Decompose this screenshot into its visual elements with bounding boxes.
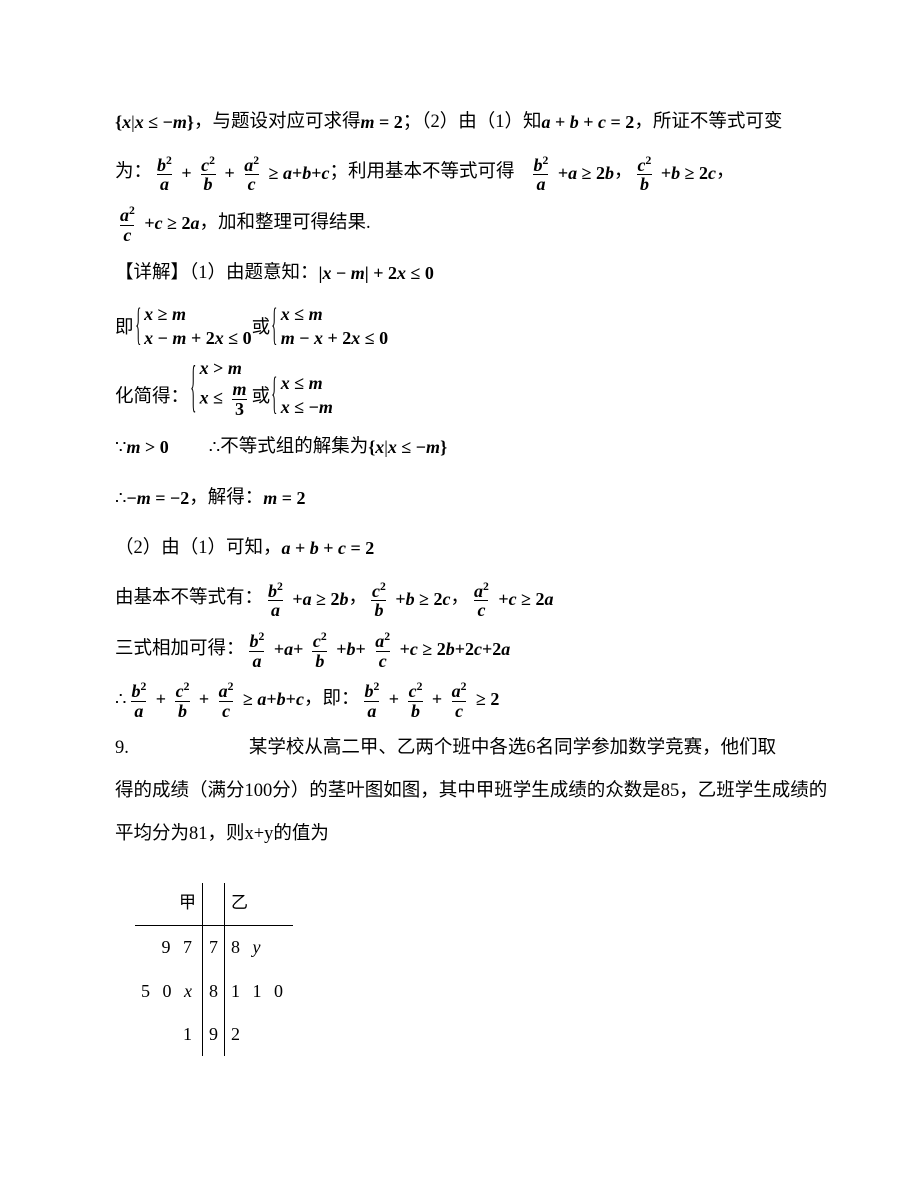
or: 或 (252, 375, 271, 419)
sep: ， (716, 150, 735, 194)
line-4: 【详解】（1）由题意知： |x − m| + 2x ≤ 0 (115, 251, 860, 295)
sl-stem: 9 (203, 1013, 225, 1056)
therefore-icon: ∴ (209, 426, 220, 469)
line-11: 三式相加可得： b2a +a+ c2b +b+ a2c +c ≥ 2b+2c+2… (115, 627, 860, 671)
set-expr: {x|x ≤ −m} (115, 101, 194, 144)
question-9-line3: 平均分为81，则x+y的值为 (115, 816, 860, 853)
line-6: 化简得： { x > m x ≤ m3 或 { x ≤ m x ≤ −m (115, 356, 860, 419)
line-5: 即 { x ≥ m x − m + 2x ≤ 0 或 { x ≤ m m − x… (115, 302, 860, 351)
line-12: ∴ b2a + c2b + a2c ≥ a+b+c ，即： b2a + c2b … (115, 677, 860, 721)
sl-left: 9 7 (135, 926, 203, 970)
text: 化简得： (115, 375, 189, 419)
text: ，与题设对应可求得 (194, 100, 361, 144)
cond: m > 0 (126, 426, 168, 469)
ineq-2: c2b +b ≥ 2c (633, 152, 717, 195)
eq: a + b + c = 2 (282, 527, 375, 570)
question-9-line2: 得的成绩（满分100分）的茎叶图如图，其中甲班学生成绩的众数是85，乙班学生成绩… (115, 773, 860, 810)
ineq-1: b2a +a ≥ 2b (529, 152, 615, 195)
text: （2）由（1）可知， (115, 526, 282, 570)
line-1: {x|x ≤ −m} ，与题设对应可求得 m = 2 ；（2）由（1）知 a +… (115, 100, 860, 144)
sl-right: 2 (225, 1013, 294, 1056)
sl-right: 1 1 0 (225, 970, 294, 1013)
ineq-3: a2c +c ≥ 2a (469, 578, 554, 621)
sl-left: 1 (135, 1013, 203, 1056)
set-expr: {x|x ≤ −m} (368, 426, 447, 469)
text: 【详解】（1）由题意知： (115, 251, 319, 295)
sum-ineq: b2a +a+ c2b +b+ a2c +c ≥ 2b+2c+2a (245, 628, 511, 671)
text: ；（2）由（1）知 (403, 100, 542, 144)
sl-header-left: 甲 (135, 883, 203, 926)
stem-leaf-plot: 甲 乙 9 7 7 8 y 5 0 x 8 1 1 0 1 9 2 (135, 883, 860, 1056)
q-body2: 得的成绩（满分100分）的茎叶图如图，其中甲班学生成绩的众数是85，乙班学生成绩… (115, 773, 827, 810)
eq: m = 2 (360, 101, 402, 144)
document-page: {x|x ≤ −m} ，与题设对应可求得 m = 2 ；（2）由（1）知 a +… (0, 0, 920, 1191)
text: ，所证不等式可变 (634, 100, 782, 144)
line-3: a2c +c ≥ 2a ，加和整理可得结果. (115, 201, 860, 245)
sl-header-right: 乙 (225, 883, 294, 926)
line-10: 由基本不等式有： b2a +a ≥ 2b ， c2b +b ≥ 2c ， a2c… (115, 576, 860, 620)
final-2: b2a + c2b + a2c ≥ 2 (359, 678, 499, 721)
therefore-icon: ∴ (115, 678, 126, 721)
sl-right: 8 y (231, 937, 265, 957)
line-2: 为： b2a + c2b + a2c ≥ a+b+c ；利用基本不等式可得 b2… (115, 150, 860, 194)
text: 即 (115, 306, 134, 350)
sep: ， (349, 576, 368, 620)
sl-stem: 8 (203, 970, 225, 1013)
ineq-1: b2a +a ≥ 2b (263, 578, 349, 621)
sl-stem: 7 (203, 926, 225, 970)
q-body3: 平均分为81，则x+y的值为 (115, 816, 329, 853)
sep: ， (614, 150, 633, 194)
eq: m = 2 (263, 477, 305, 520)
ineq-3: a2c +c ≥ 2a (115, 202, 200, 245)
cases-2: { x ≤ m m − x + 2x ≤ 0 (270, 302, 388, 351)
text: 三式相加可得： (115, 627, 245, 671)
text: 为： (115, 150, 152, 194)
q-num: 9. (115, 730, 129, 767)
eq: −m = −2 (126, 477, 189, 520)
text: ，即： (304, 677, 360, 721)
abs-expr: |x − m| + 2x ≤ 0 (319, 252, 434, 295)
cases-4: { x ≤ m x ≤ −m (270, 371, 333, 420)
or: 或 (252, 306, 271, 350)
ineq-2: c2b +b ≥ 2c (367, 578, 451, 621)
text: 由基本不等式有： (115, 576, 263, 620)
line-8: ∴ −m = −2 ，解得： m = 2 (115, 476, 860, 520)
sep: ， (451, 576, 470, 620)
frac-sum: b2a + c2b + a2c ≥ a+b+c (152, 152, 329, 195)
because-icon: ∵ (115, 426, 126, 469)
text: 不等式组的解集为 (220, 425, 368, 469)
line-9: （2）由（1）可知， a + b + c = 2 (115, 526, 860, 570)
q-body1: 某学校从高二甲、乙两个班中各选6名同学参加数学竞赛，他们取 (249, 730, 776, 767)
therefore-icon: ∴ (115, 477, 126, 520)
text: ；利用基本不等式可得 (330, 150, 515, 194)
text: ，解得： (189, 476, 263, 520)
text: ，加和整理可得结果. (200, 201, 371, 245)
cases-3: { x > m x ≤ m3 (189, 356, 252, 419)
final-1: b2a + c2b + a2c ≥ a+b+c (126, 678, 303, 721)
sl-left: 5 0 x (141, 981, 196, 1001)
eq: a + b + c = 2 (542, 101, 635, 144)
line-7: ∵ m > 0 ∴ 不等式组的解集为 {x|x ≤ −m} (115, 425, 860, 469)
question-9-line1: 9. 某学校从高二甲、乙两个班中各选6名同学参加数学竞赛，他们取 (115, 730, 860, 767)
